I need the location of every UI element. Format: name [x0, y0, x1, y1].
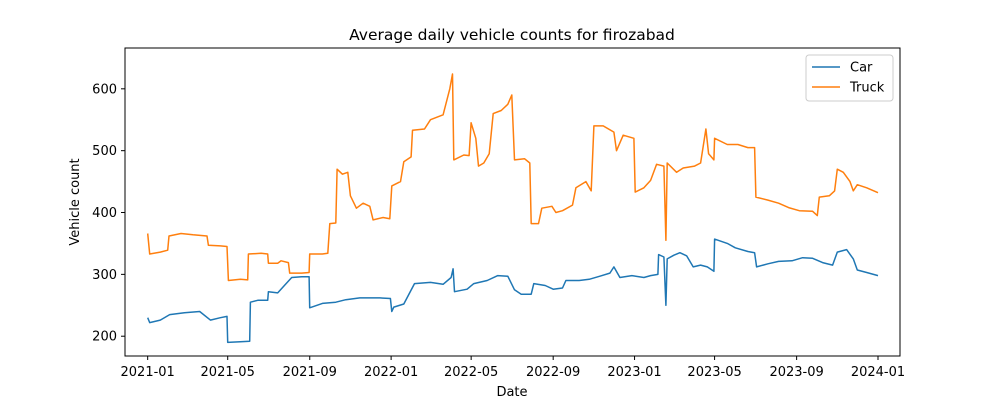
x-tick-label: 2023-09: [769, 365, 823, 380]
plot-lines: [146, 73, 879, 344]
series-line-car: [147, 238, 879, 344]
y-tick-label: 200: [92, 330, 117, 345]
x-tick-label: 2022-09: [526, 365, 580, 380]
x-tick-label: 2021-09: [283, 365, 337, 380]
y-tick-label: 300: [92, 268, 117, 283]
y-axis-title: Vehicle count: [68, 158, 83, 245]
x-tick-label: 2024-01: [851, 365, 905, 380]
x-tick-label: 2021-01: [121, 365, 175, 380]
x-tick-label: 2023-05: [687, 365, 741, 380]
series-line-truck: [146, 73, 879, 282]
x-tick-label: 2022-01: [364, 365, 418, 380]
y-axis: 200 300 400 500 600: [92, 82, 125, 345]
legend-label-truck: Truck: [849, 81, 885, 96]
chart-title: Average daily vehicle counts for firozab…: [349, 26, 675, 44]
x-axis-title: Date: [496, 385, 527, 400]
x-tick-label: 2023-01: [607, 365, 661, 380]
y-tick-label: 400: [92, 206, 117, 221]
y-tick-label: 600: [92, 82, 117, 97]
plot-frame: [124, 47, 901, 357]
legend: Car Truck: [805, 54, 894, 102]
y-tick-label: 500: [92, 144, 117, 159]
x-tick-label: 2021-05: [201, 365, 255, 380]
x-axis: 2021-01 2021-05 2021-09 2022-01 2022-05 2022-…: [121, 356, 905, 380]
legend-label-car: Car: [850, 61, 873, 76]
x-tick-label: 2022-05: [444, 365, 498, 380]
